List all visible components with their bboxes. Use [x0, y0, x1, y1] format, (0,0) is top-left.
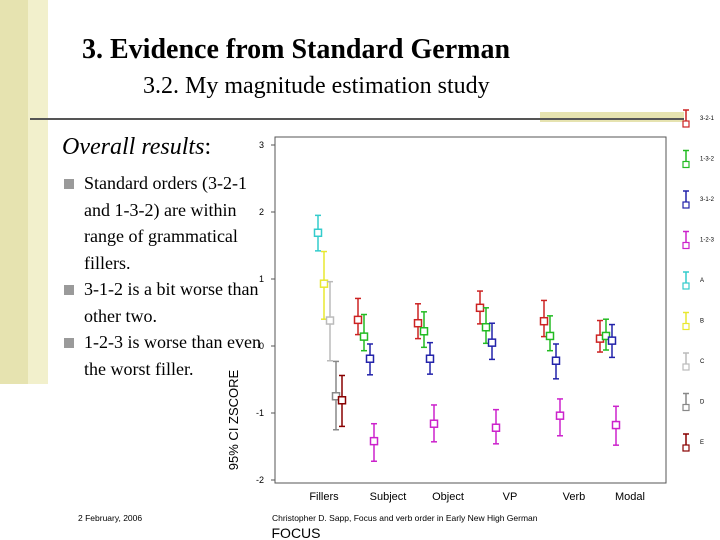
- legend-marker: [682, 403, 690, 412]
- x-axis-title: FOCUS: [272, 525, 321, 540]
- legend-marker: [682, 160, 690, 169]
- legend-label: 3-1-2: [700, 197, 715, 203]
- slide-subtitle: 3.2. My magnitude estimation study: [143, 73, 490, 99]
- legend-label: D: [700, 400, 705, 406]
- mean-marker: [425, 354, 435, 363]
- y-tick-label: 1: [259, 274, 264, 284]
- legend-label: C: [700, 359, 705, 365]
- overall-results-heading: Overall results:: [62, 134, 211, 161]
- legend-label: 1-2-3: [700, 238, 715, 244]
- legend-label: B: [700, 319, 704, 325]
- bullet-text: Standard orders (3-2-1 and 1-3-2) are wi…: [84, 173, 247, 273]
- bullet-item: Standard orders (3-2-1 and 1-3-2) are wi…: [62, 170, 272, 276]
- legend-marker: [682, 241, 690, 250]
- mean-marker: [369, 436, 379, 446]
- mean-marker: [551, 356, 561, 365]
- x-tick-label: VP: [503, 491, 518, 503]
- y-tick-label: 0: [259, 341, 264, 351]
- mean-marker: [481, 322, 491, 332]
- mean-marker: [429, 419, 439, 428]
- y-axis-title: 95% CI ZSCORE: [226, 369, 241, 470]
- slide-title: 3. Evidence from Standard German: [82, 34, 511, 65]
- footer-credit: Christopher D. Sapp, Focus and verb orde…: [272, 513, 538, 523]
- mean-marker: [365, 354, 375, 363]
- bullet-square-icon: [64, 338, 74, 348]
- bullet-item: 3-1-2 is a bit worse than other two.: [62, 276, 272, 329]
- legend-label: 1-3-2: [700, 157, 715, 163]
- mean-marker: [487, 338, 497, 347]
- bullet-text: 3-1-2 is a bit worse than other two.: [84, 279, 259, 326]
- mean-marker: [611, 420, 621, 430]
- bullet-square-icon: [64, 285, 74, 295]
- legend-label: 3-2-1: [700, 116, 715, 122]
- mean-marker: [491, 423, 501, 432]
- x-tick-label: Subject: [370, 491, 407, 503]
- legend-marker: [682, 444, 690, 452]
- legend-marker: [682, 120, 690, 128]
- legend-label: A: [700, 278, 704, 284]
- y-tick-label: -1: [256, 408, 264, 418]
- bullet-item: 1-2-3 is worse than even the worst fille…: [62, 329, 272, 382]
- legend-marker: [682, 322, 690, 331]
- mean-marker: [545, 331, 555, 341]
- mean-marker: [353, 315, 363, 325]
- mean-marker: [539, 316, 549, 326]
- x-tick-label: Verb: [563, 491, 586, 503]
- mean-marker: [607, 336, 617, 345]
- decorative-left-inner-band: [0, 0, 28, 384]
- y-tick-label: -2: [256, 475, 264, 485]
- title-divider: [30, 118, 684, 120]
- x-tick-label: Fillers: [309, 491, 339, 503]
- bullet-square-icon: [64, 179, 74, 189]
- overall-results-label: Overall results: [62, 134, 205, 160]
- mean-marker: [419, 327, 429, 336]
- decorative-rule-accent: [540, 112, 684, 122]
- mean-marker: [313, 228, 323, 238]
- mean-marker: [337, 396, 347, 405]
- mean-marker: [325, 316, 335, 325]
- mean-marker: [601, 331, 611, 341]
- mean-marker: [319, 279, 329, 288]
- x-tick-label: Object: [432, 491, 464, 503]
- overall-results-colon: :: [204, 134, 212, 160]
- bullet-list: Standard orders (3-2-1 and 1-3-2) are wi…: [62, 170, 272, 382]
- legend-marker: [682, 201, 690, 209]
- mean-marker: [555, 411, 565, 420]
- title-area: [48, 0, 720, 112]
- legend-marker: [682, 282, 690, 290]
- footer-date: 2 February, 2006: [78, 513, 143, 523]
- x-tick-label: Modal: [615, 491, 645, 503]
- mean-marker: [359, 332, 369, 341]
- plot-frame: [274, 136, 667, 484]
- legend-label: E: [700, 440, 704, 446]
- mean-marker: [475, 303, 485, 313]
- bullet-text: 1-2-3 is worse than even the worst fille…: [84, 332, 261, 379]
- mean-marker: [413, 318, 423, 328]
- y-tick-label: 3: [259, 140, 264, 150]
- legend-marker: [682, 363, 690, 371]
- y-tick-label: 2: [259, 207, 264, 217]
